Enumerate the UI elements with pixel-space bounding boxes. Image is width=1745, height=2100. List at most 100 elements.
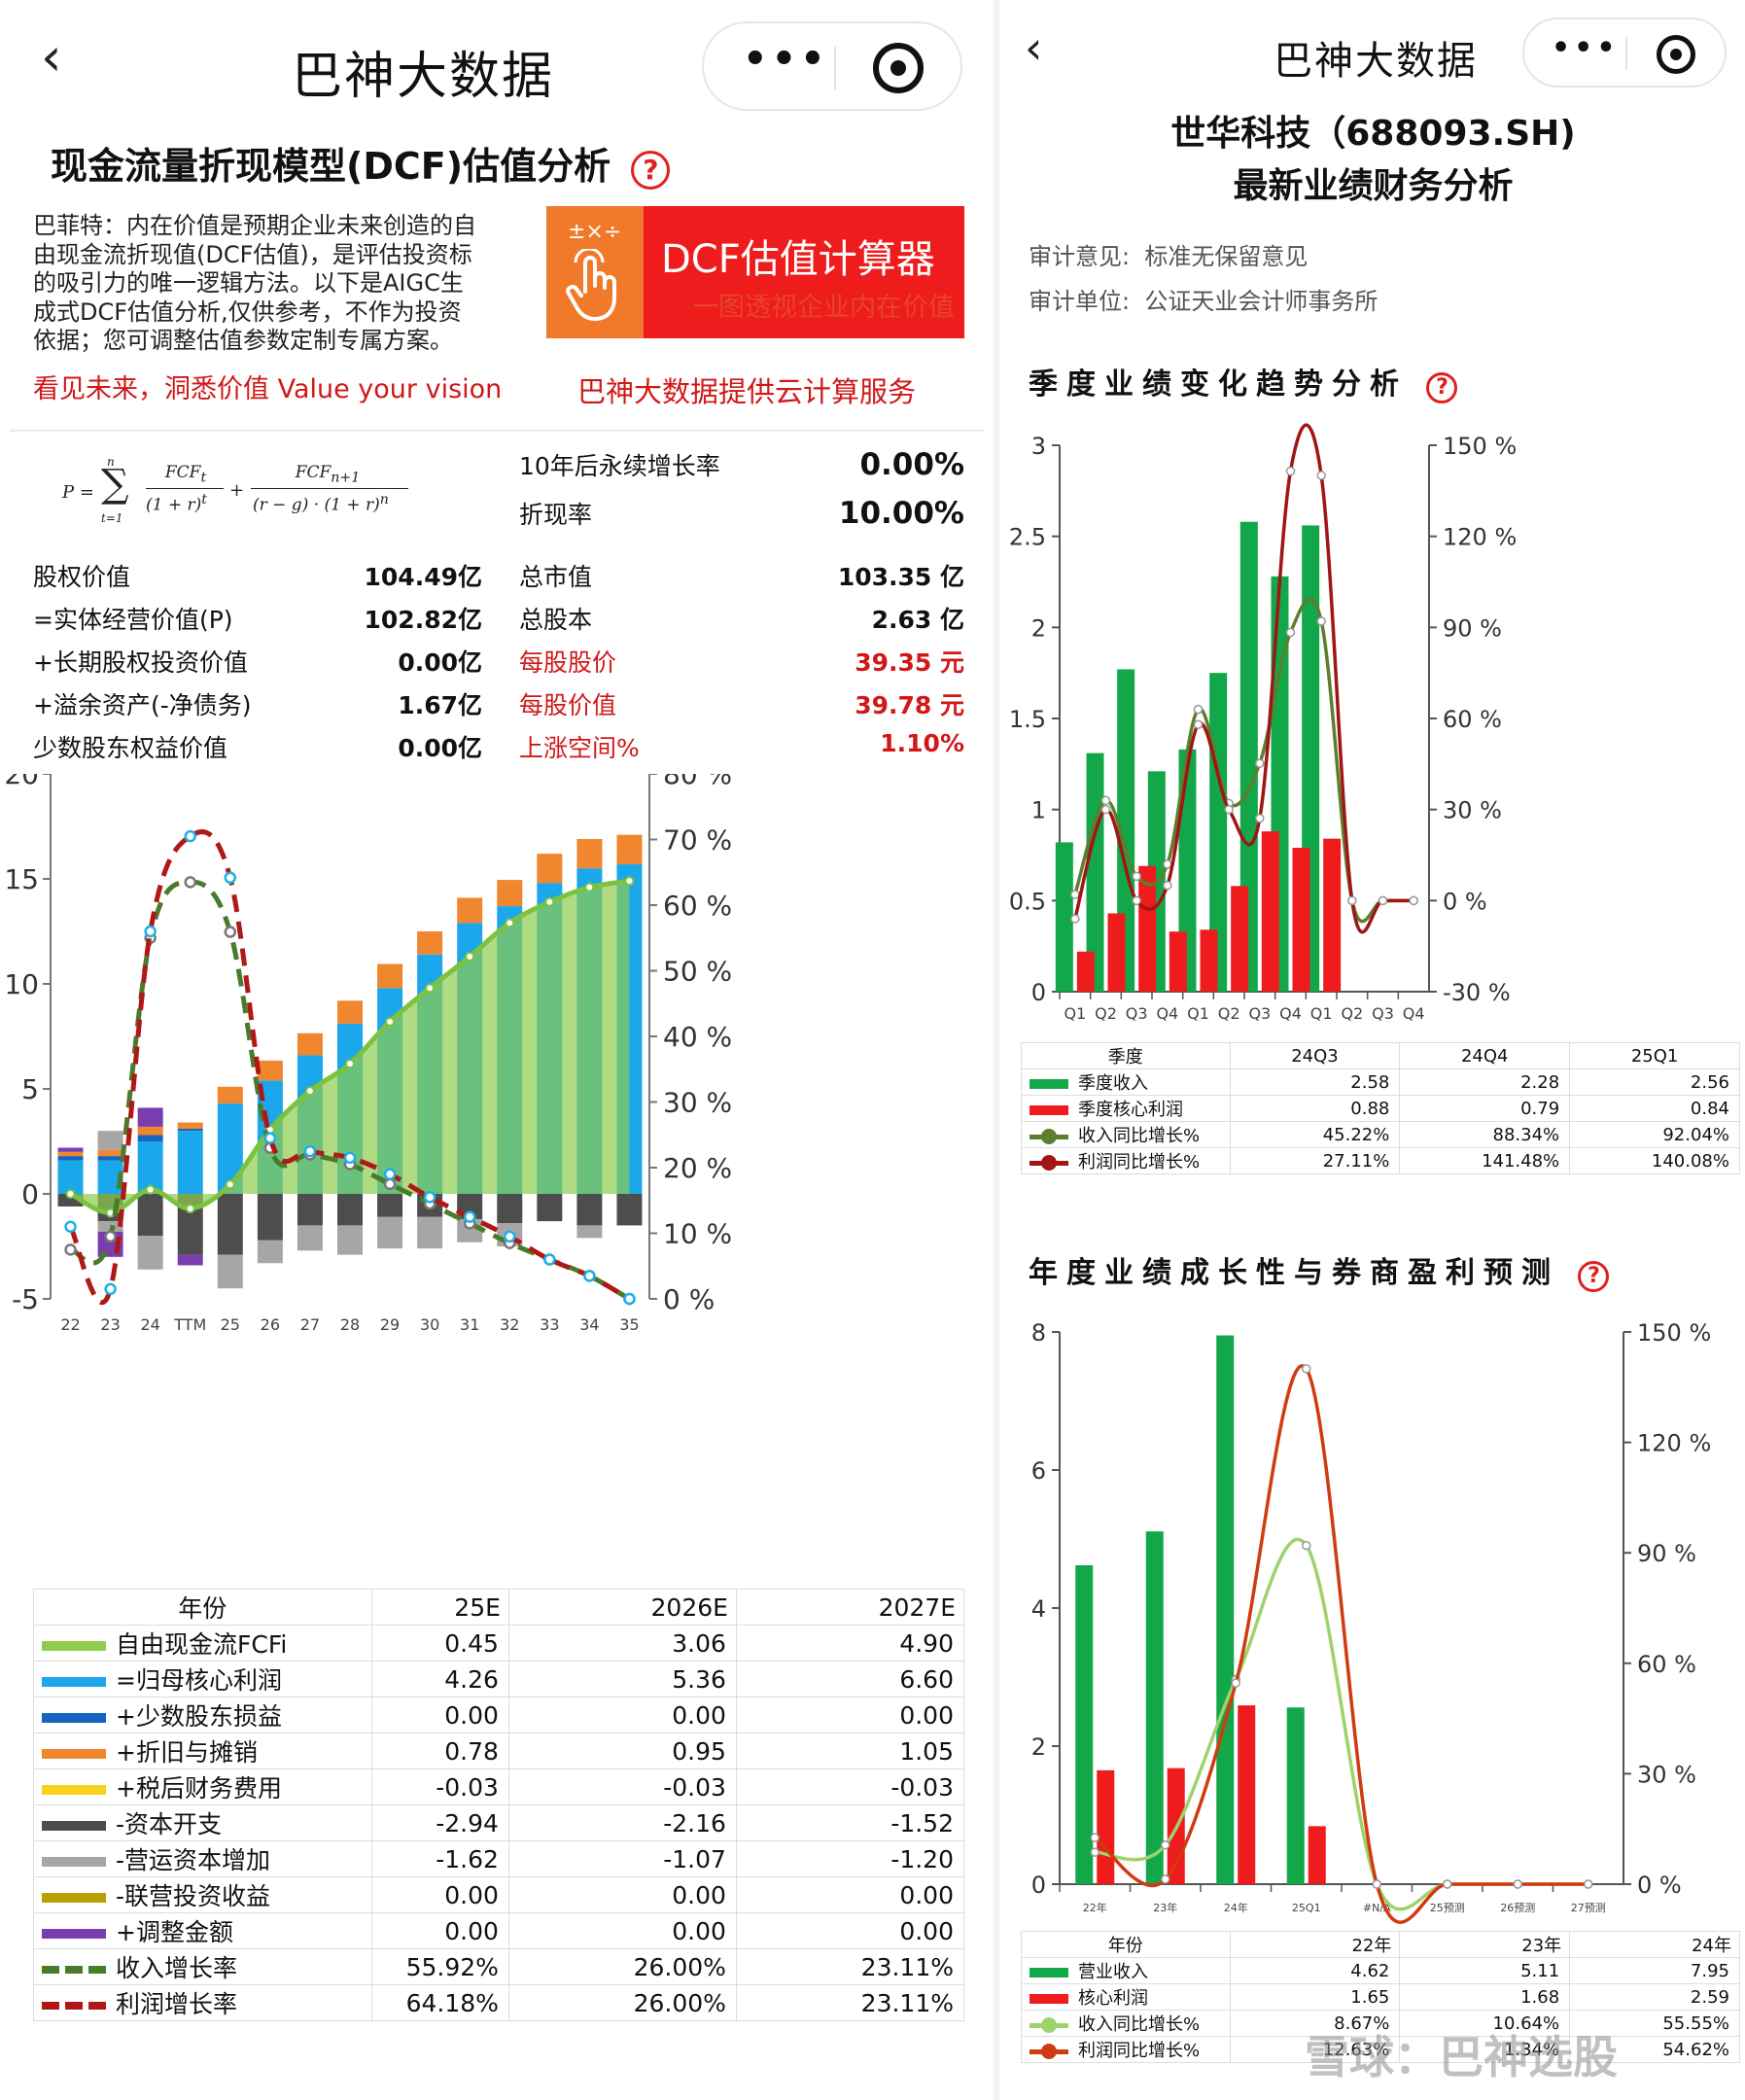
close-miniapp-icon[interactable] <box>873 43 924 93</box>
row-label-cell: -营运资本增加 <box>33 1840 372 1877</box>
profit-bar <box>1076 951 1095 992</box>
term2-denominator: (r − g) · (1 + r)n <box>253 492 389 515</box>
close-miniapp-icon[interactable] <box>1657 35 1695 74</box>
fcf-point <box>345 1059 355 1069</box>
bar-segment <box>537 1194 563 1222</box>
table-cell: 6.60 <box>735 1661 965 1698</box>
legend-swatch <box>42 1677 106 1687</box>
table-header-cell: 23年 <box>1399 1931 1571 1958</box>
table-header-row: 季度 24Q3 24Q4 25Q1 <box>1021 1042 1740 1069</box>
profit-bar <box>1292 848 1310 992</box>
table-header-cell: 季度 <box>1021 1042 1231 1069</box>
profit-growth-point <box>543 1253 556 1266</box>
legend-marker <box>1041 2017 1057 2033</box>
dcf-calculator-banner[interactable]: ±×÷ DCF估值计算器 一图透视企业内在价值 <box>546 206 964 338</box>
row-label: +调整金额 <box>116 1918 233 1946</box>
revenue-growth-point <box>1193 704 1204 715</box>
report-subtitle: 最新业绩财务分析 <box>1233 166 1514 206</box>
table-cell: 23.11% <box>735 1948 965 1985</box>
bar-segment <box>97 1149 123 1157</box>
more-icon[interactable]: ••• <box>1552 31 1620 65</box>
profit-growth-point <box>383 1168 397 1180</box>
help-icon[interactable]: ? <box>1426 372 1458 403</box>
intro-line: 巴菲特：内在价值是预期企业未来创造的自 <box>33 212 476 239</box>
help-icon[interactable]: ? <box>631 151 671 190</box>
profit-growth-point <box>1100 804 1111 815</box>
y-tick-label: -5 <box>12 1283 39 1315</box>
banner-icon-block: ±×÷ <box>546 206 644 338</box>
quarterly-section-title: 季度业绩变化趋势分析 ? <box>1029 360 1458 403</box>
back-icon[interactable]: ‹ <box>41 26 62 88</box>
bar-segment <box>297 1032 323 1056</box>
table-cell: -2.16 <box>507 1804 737 1841</box>
page-title: 现金流量折现模型(DCF)估值分析 ? <box>51 136 671 190</box>
table-header-cell: 2026E <box>507 1589 737 1626</box>
growth-rate-value[interactable]: 0.00% <box>859 447 964 482</box>
revenue-bar <box>1216 1335 1235 1884</box>
profit-growth-point <box>1302 1364 1311 1374</box>
row-label: 收入同比增长% <box>1078 2014 1201 2035</box>
profit-growth-point <box>583 1270 596 1282</box>
annual-table: 年份 22年 23年 24年 营业收入 4.62 5.11 7.95 核心利润 1.65 1.68 2… <box>1021 1931 1740 2063</box>
bar-segment <box>417 1216 443 1249</box>
table-header-cell: 25Q1 <box>1569 1042 1740 1069</box>
dcf-table: 年份 25E 2026E 2027E 自由现金流FCFi 0.45 3.06 4.90 =归母核… <box>33 1589 965 2021</box>
row-label: 利润增长率 <box>116 1990 238 2018</box>
fcf-point <box>304 1086 315 1097</box>
back-icon[interactable]: ‹ <box>1025 21 1043 74</box>
profit-bar <box>1107 913 1126 992</box>
sigma-symbol: ∑ <box>101 462 129 507</box>
table-cell: 0.00 <box>735 1876 965 1913</box>
bar-segment <box>217 1254 243 1289</box>
table-cell: 8.67% <box>1229 2010 1401 2037</box>
x-tick-label: 22 <box>60 1315 80 1334</box>
table-cell: 0.45 <box>370 1625 509 1662</box>
y-tick-label: 3 <box>1031 433 1046 460</box>
fcf-point <box>385 1016 396 1027</box>
fcf-area <box>70 881 630 1213</box>
row-label: =归母核心利润 <box>116 1666 282 1695</box>
market-cap-label: 总市值 <box>519 563 593 591</box>
legend-swatch <box>1030 2044 1068 2059</box>
bar-segment <box>257 1240 283 1264</box>
formula-plus: + <box>229 480 245 501</box>
bar-segment <box>457 897 483 924</box>
nav-title: 巴神大数据 <box>1274 39 1478 84</box>
quarterly-title-text: 季度业绩变化趋势分析 <box>1029 368 1408 402</box>
profit-growth-point <box>1584 1879 1593 1889</box>
y2-tick-label: 150 % <box>1443 433 1517 460</box>
profit-growth-point <box>1090 1833 1099 1842</box>
revenue-growth-point <box>383 1177 397 1191</box>
annual-title-text: 年度业绩成长性与券商盈利预测 <box>1029 1256 1559 1290</box>
table-cell: 2.58 <box>1229 1068 1401 1096</box>
legend-swatch <box>42 1929 106 1939</box>
bar-segment <box>417 931 443 955</box>
den-sup: n <box>379 492 389 508</box>
page-title-text: 现金流量折现模型(DCF)估值分析 <box>51 145 611 188</box>
table-cell: 0.84 <box>1569 1095 1740 1122</box>
help-icon[interactable]: ? <box>1578 1261 1610 1292</box>
table-row: =归母核心利润 4.26 5.36 6.60 <box>33 1661 965 1698</box>
y2-tick-label: 20 % <box>663 1152 732 1184</box>
row-label: +税后财务费用 <box>116 1774 282 1802</box>
row-label-cell: 收入同比增长% <box>1021 1121 1231 1148</box>
table-row: 营业收入 4.62 5.11 7.95 <box>1021 1957 1740 1984</box>
bar-segment <box>97 1131 123 1150</box>
profit-bar <box>1261 831 1279 992</box>
revenue-bar <box>1075 1564 1094 1884</box>
table-row: -营运资本增加 -1.62 -1.07 -1.20 <box>33 1840 965 1877</box>
x-tick-label: Q1 <box>1310 1004 1333 1023</box>
table-cell: 26.00% <box>507 1984 737 2021</box>
total-shares-label: 总股本 <box>519 606 593 634</box>
fcf-sub: t <box>200 470 207 486</box>
more-icon[interactable]: ••• <box>743 37 829 82</box>
table-row: 季度收入 2.58 2.28 2.56 <box>1021 1068 1740 1096</box>
bar-segment <box>337 1194 363 1226</box>
bar-segment <box>297 1194 323 1226</box>
capsule-separator <box>1625 37 1627 70</box>
y2-tick-label: 60 % <box>1637 1651 1696 1678</box>
revenue-growth-point <box>1090 1847 1099 1857</box>
profit-growth-point <box>104 1282 117 1296</box>
row-label: 自由现金流FCFi <box>116 1630 288 1659</box>
discount-rate-value[interactable]: 10.00% <box>838 496 964 531</box>
